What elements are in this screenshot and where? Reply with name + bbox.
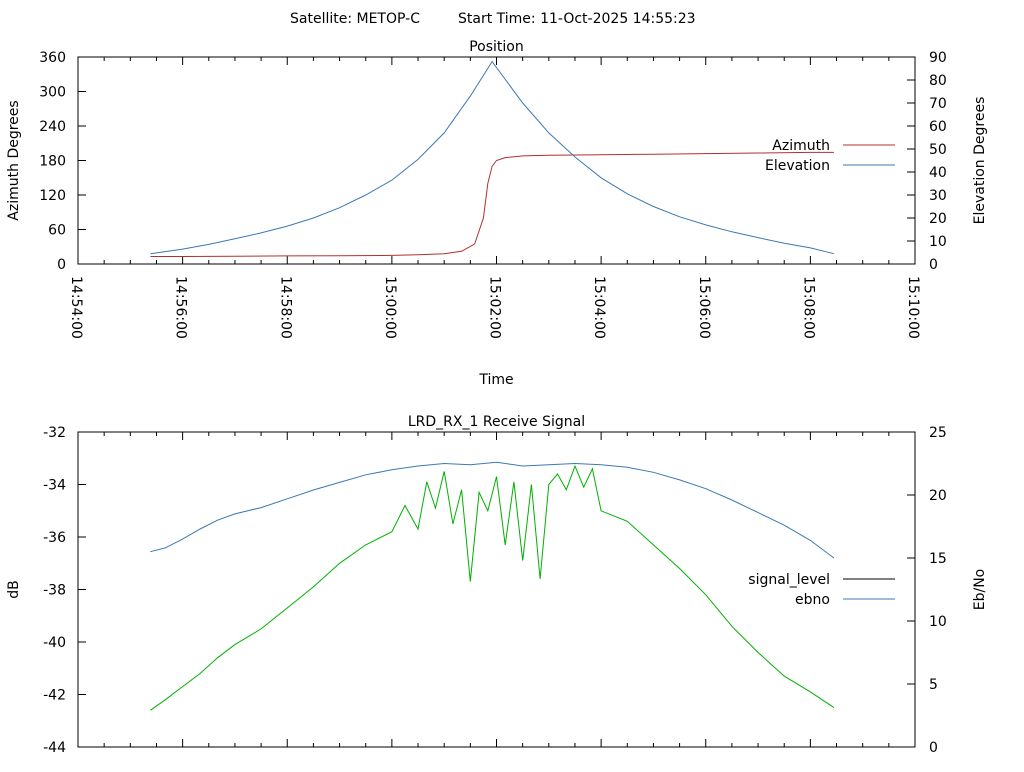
signal-y-tick-label-32: -32 — [43, 425, 66, 441]
position-y2-axis-label: Elevation Degrees — [972, 97, 988, 225]
position-y-tick-label-240: 240 — [39, 119, 66, 135]
signal-y2-tick-label-25: 25 — [929, 425, 947, 441]
signal-y2-tick-label-5: 5 — [929, 677, 938, 693]
signal-y-tick-label-34: -34 — [43, 478, 66, 494]
x-tick-label-15-04-00: 15:04:00 — [591, 276, 607, 339]
legend-label-ebno: ebno — [795, 592, 830, 608]
signal-y-tick-label-42: -42 — [43, 688, 66, 704]
signal-y2-tick-label-10: 10 — [929, 614, 947, 630]
signal-title: LRD_RX_1 Receive Signal — [408, 414, 585, 430]
signal-y-tick-label-44: -44 — [43, 740, 66, 756]
position-y2-tick-label-70: 70 — [929, 96, 947, 112]
position-chart: Position 14:54:00 14:56:00 14:58:00 15:00:00… — [6, 39, 988, 388]
position-y2-tick-label-40: 40 — [929, 165, 947, 181]
legend-label-elevation: Elevation — [765, 158, 830, 174]
series-line-azimuth — [150, 151, 834, 257]
position-y2-tick-label-80: 80 — [929, 73, 947, 89]
x-tick-label-14-58-00: 14:58:00 — [277, 276, 293, 339]
position-y2-tick-label-30: 30 — [929, 188, 947, 204]
position-y2-tick-label-0: 0 — [929, 257, 938, 273]
position-y-tick-label-300: 300 — [39, 85, 66, 101]
series-line-elevation — [150, 60, 835, 255]
position-y2-tick-label-60: 60 — [929, 119, 947, 135]
signal-y2-tick-label-20: 20 — [929, 488, 947, 504]
series-line-signal-2 — [150, 464, 835, 711]
x-tick-label-15-00-00: 15:00:00 — [382, 276, 398, 339]
legend-label-azimuth: Azimuth — [772, 138, 830, 154]
x-tick-label-14-54-00: 14:54:00 — [68, 276, 84, 339]
position-y2-tick-label-10: 10 — [929, 234, 947, 250]
signal-y2-axis-label: Eb/No — [972, 569, 988, 611]
position-y2-tick-label-20: 20 — [929, 211, 947, 227]
receive-signal-chart: LRD_RX_1 Receive Signal -32 -34 -36 -38 -40 -4… — [6, 414, 988, 756]
position-title: Position — [469, 39, 524, 55]
position-x-axis-label: Time — [478, 372, 513, 388]
position-y-tick-label-120: 120 — [39, 188, 66, 204]
x-tick-label-15-10-00: 15:10:00 — [905, 276, 921, 339]
position-y-axis-label: Azimuth Degrees — [6, 100, 22, 220]
signal-y2-tick-label-0: 0 — [929, 740, 938, 756]
position-y-tick-label-60: 60 — [48, 223, 66, 239]
signal-y-tick-label-38: -38 — [43, 583, 66, 599]
position-y2-tick-label-90: 90 — [929, 50, 947, 66]
position-y-tick-label-180: 180 — [39, 154, 66, 170]
x-tick-label-15-02-00: 15:02:00 — [487, 276, 503, 339]
start-time-label: Start Time: 11-Oct-2025 14:55:23 — [458, 11, 696, 27]
position-y-tick-label-360: 360 — [39, 50, 66, 66]
x-tick-label-15-08-00: 15:08:00 — [800, 276, 816, 339]
x-tick-label-15-06-00: 15:06:00 — [696, 276, 712, 339]
signal-y-axis-label: dB — [6, 580, 22, 599]
position-y-tick-label-0: 0 — [57, 257, 66, 273]
signal-y-tick-label-40: -40 — [43, 635, 66, 651]
series-line-ebno — [150, 461, 835, 559]
satellite-label: Satellite: METOP-C — [290, 11, 420, 27]
signal-y-tick-label-36: -36 — [43, 530, 66, 546]
x-tick-label-14-56-00: 14:56:00 — [173, 276, 189, 339]
position-y2-tick-label-50: 50 — [929, 142, 947, 158]
signal-y2-tick-label-15: 15 — [929, 551, 947, 567]
legend-label-signal-level: signal_level — [748, 572, 830, 588]
